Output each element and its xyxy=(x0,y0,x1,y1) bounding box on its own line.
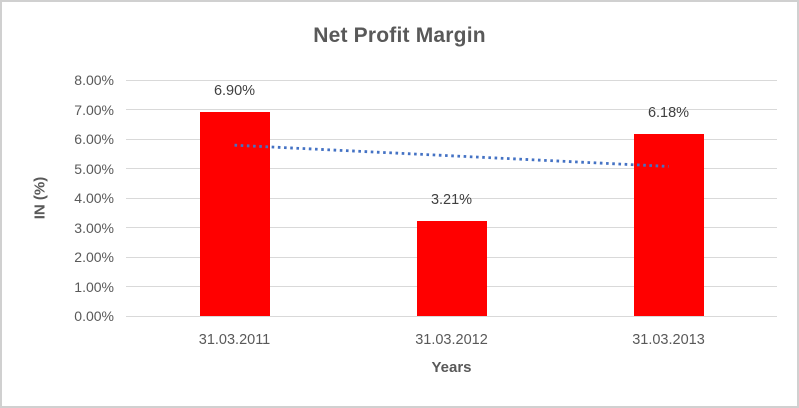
y-axis-tick-label: 1.00% xyxy=(74,278,114,295)
y-axis-tick-label: 0.00% xyxy=(74,308,114,324)
bar-value-label: 6.90% xyxy=(213,83,256,100)
gridline xyxy=(126,197,777,199)
gridline xyxy=(126,109,777,110)
bar-31.03.2012 xyxy=(416,221,487,316)
y-axis-tick-label: 5.00% xyxy=(74,160,114,177)
x-axis-tick-label: 31.03.2013 xyxy=(632,332,705,348)
y-axis-tick-label: 4.00% xyxy=(74,190,114,206)
y-axis-tick-label: 8.00% xyxy=(74,72,114,88)
x-axis-tick-label: 31.03.2012 xyxy=(415,332,488,348)
y-axis-tick-label: 2.00% xyxy=(74,249,114,265)
gridline xyxy=(126,315,777,317)
chart-title: Net Profit Margin xyxy=(313,24,486,47)
y-axis-tick-label: 7.00% xyxy=(74,101,114,118)
y-axis-tick-label: 6.00% xyxy=(74,131,114,147)
gridline xyxy=(126,79,777,81)
gridline xyxy=(126,138,777,140)
bar-value-label: 6.18% xyxy=(647,104,690,121)
x-axis-title: Years xyxy=(431,359,472,376)
y-axis-tick-label: 3.00% xyxy=(74,219,114,236)
bar-value-label: 3.21% xyxy=(430,192,473,209)
x-axis-tick-label: 31.03.2011 xyxy=(198,332,271,348)
gridline xyxy=(126,168,777,169)
